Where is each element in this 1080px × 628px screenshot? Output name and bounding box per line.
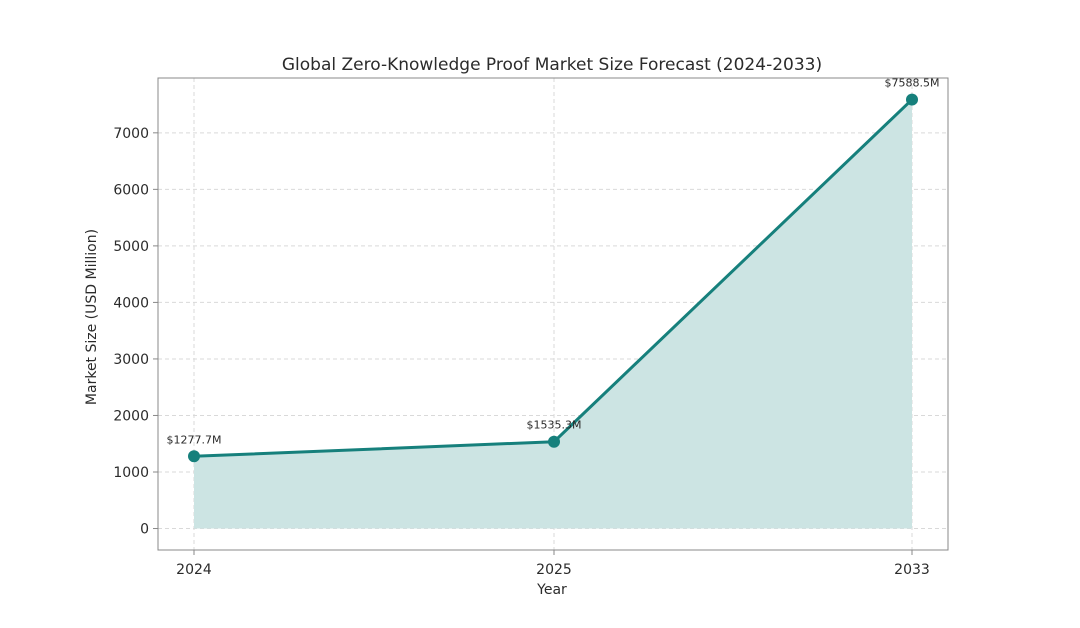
y-tick-label: 5000 <box>113 239 149 255</box>
y-tick-label: 2000 <box>113 408 149 424</box>
y-tick-label: 4000 <box>113 295 149 311</box>
plot-frame <box>157 77 949 551</box>
x-tick-labels: 2024 2025 2033 <box>176 562 930 578</box>
data-label: $7588.5M <box>885 77 940 90</box>
y-tick-label: 7000 <box>113 126 149 142</box>
y-tick-label: 1000 <box>113 465 149 481</box>
y-axis-label: Market Size (USD Million) <box>84 229 100 405</box>
y-tick-labels: 0 1000 2000 3000 4000 5000 6000 7000 <box>113 126 149 538</box>
x-tick-label: 2033 <box>894 562 930 578</box>
data-point <box>548 435 560 448</box>
axes-frame <box>153 77 949 555</box>
data-point <box>188 450 200 463</box>
chart-title: Global Zero-Knowledge Proof Market Size … <box>282 55 822 75</box>
y-tick-label: 3000 <box>113 352 149 368</box>
area-fill-layer <box>194 99 912 529</box>
y-tick-label: 0 <box>140 522 149 538</box>
area-fill <box>194 99 912 529</box>
data-labels-layer: $1277.7M $1535.3M $7588.5M <box>167 77 940 447</box>
data-points-layer <box>188 93 918 463</box>
data-point <box>906 93 918 106</box>
data-label: $1535.3M <box>527 419 582 432</box>
x-tick-label: 2024 <box>176 562 212 578</box>
x-axis-label: Year <box>536 582 567 598</box>
data-label: $1277.7M <box>167 433 222 446</box>
y-tick-label: 6000 <box>113 182 149 198</box>
x-tick-label: 2025 <box>536 562 572 578</box>
